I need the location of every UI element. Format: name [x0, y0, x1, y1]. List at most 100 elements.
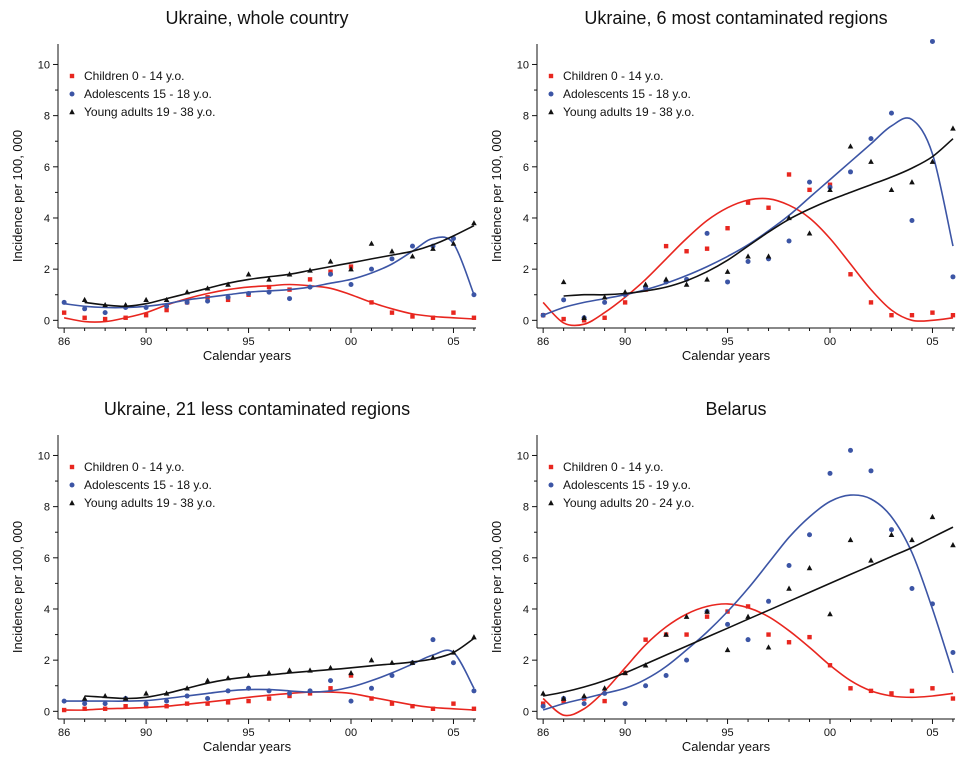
data-point: [684, 249, 689, 254]
data-point: [450, 649, 457, 655]
x-tick-label: 05: [926, 727, 938, 739]
data-point: [82, 306, 88, 312]
data-point: [724, 646, 731, 653]
x-tick-label: 90: [619, 727, 631, 739]
data-point: [450, 240, 457, 246]
fit-line-adolescents-15-19-y-o: [542, 494, 954, 711]
data-point: [725, 621, 731, 627]
data-point: [807, 179, 813, 185]
data-point: [164, 303, 170, 309]
data-point: [888, 110, 894, 116]
legend-marker: [548, 109, 554, 115]
x-axis-label: Calendar years: [203, 348, 292, 363]
y-tick-label: 6: [523, 162, 529, 174]
data-point: [327, 664, 334, 671]
data-point: [950, 313, 956, 318]
data-point: [766, 205, 771, 210]
data-point: [704, 276, 710, 282]
data-point: [663, 673, 669, 679]
fit-line-young-adults-19-38-y-o: [563, 138, 954, 297]
data-point: [848, 272, 853, 277]
data-point: [950, 542, 956, 548]
data-point: [827, 611, 833, 617]
data-point: [929, 158, 936, 164]
chart-title: Belarus: [705, 399, 766, 419]
data-point: [704, 614, 710, 619]
x-tick-label: 86: [537, 336, 549, 348]
data-point: [451, 310, 456, 315]
series-adolescents-15-18-y-o: [540, 38, 956, 321]
data-point: [704, 246, 710, 251]
y-tick-label: 0: [44, 315, 50, 327]
data-point: [868, 158, 874, 164]
x-tick-label: 86: [537, 727, 549, 739]
data-point: [745, 604, 751, 609]
data-point: [348, 266, 354, 272]
data-point: [143, 690, 149, 696]
fit-line-children-0-14-y-o: [542, 603, 954, 717]
data-point: [225, 688, 231, 694]
x-tick-label: 95: [721, 727, 733, 739]
x-tick-label: 05: [926, 336, 938, 348]
data-point: [328, 678, 334, 684]
data-point: [684, 632, 689, 637]
data-point: [868, 300, 874, 305]
legend-marker: [548, 91, 554, 97]
data-point: [888, 531, 895, 537]
data-point: [540, 312, 546, 318]
data-point: [164, 307, 169, 313]
x-tick-label: 86: [58, 336, 70, 348]
y-tick-label: 4: [44, 213, 50, 225]
data-point: [245, 672, 252, 678]
data-point: [724, 268, 731, 274]
data-point: [389, 256, 395, 262]
x-tick-label: 95: [721, 336, 733, 348]
y-axis-label: Incidence per 100, 000: [10, 130, 25, 262]
data-point: [389, 248, 395, 254]
data-point: [246, 698, 251, 704]
data-point: [827, 182, 833, 187]
data-point: [266, 688, 272, 694]
data-point: [369, 266, 374, 272]
data-point: [847, 143, 854, 149]
data-point: [929, 601, 935, 607]
data-point: [786, 214, 792, 221]
data-point: [204, 677, 211, 683]
y-tick-label: 2: [523, 655, 529, 667]
data-point: [540, 703, 546, 709]
y-tick-label: 10: [38, 450, 50, 462]
data-point: [164, 698, 170, 704]
data-point: [745, 258, 751, 264]
series-young-adults-19-38-y-o: [81, 220, 477, 308]
data-point: [581, 692, 587, 699]
y-tick-label: 10: [517, 59, 529, 71]
data-point: [61, 310, 67, 315]
x-tick-label: 90: [140, 336, 152, 348]
data-point: [745, 613, 751, 619]
data-point: [348, 282, 354, 288]
data-point: [909, 688, 915, 694]
data-point: [704, 230, 710, 236]
data-point: [471, 315, 477, 320]
data-point: [61, 698, 67, 704]
data-point: [786, 640, 792, 645]
data-point: [266, 276, 272, 282]
data-point: [950, 125, 956, 131]
data-point: [287, 693, 292, 699]
legend-marker: [548, 73, 554, 79]
data-point: [601, 685, 608, 691]
data-point: [286, 667, 293, 673]
data-point: [786, 562, 792, 568]
data-point: [430, 654, 436, 660]
y-axis-label: Incidence per 100, 000: [489, 521, 504, 653]
data-point: [581, 314, 587, 320]
data-point: [807, 634, 812, 640]
data-point: [745, 637, 751, 643]
chart-title: Ukraine, whole country: [165, 8, 348, 28]
series-adolescents-15-18-y-o: [61, 235, 477, 316]
y-tick-label: 0: [44, 706, 50, 718]
data-point: [888, 527, 894, 533]
data-point: [745, 253, 751, 259]
y-tick-label: 8: [523, 111, 529, 123]
y-tick-label: 10: [517, 450, 529, 462]
